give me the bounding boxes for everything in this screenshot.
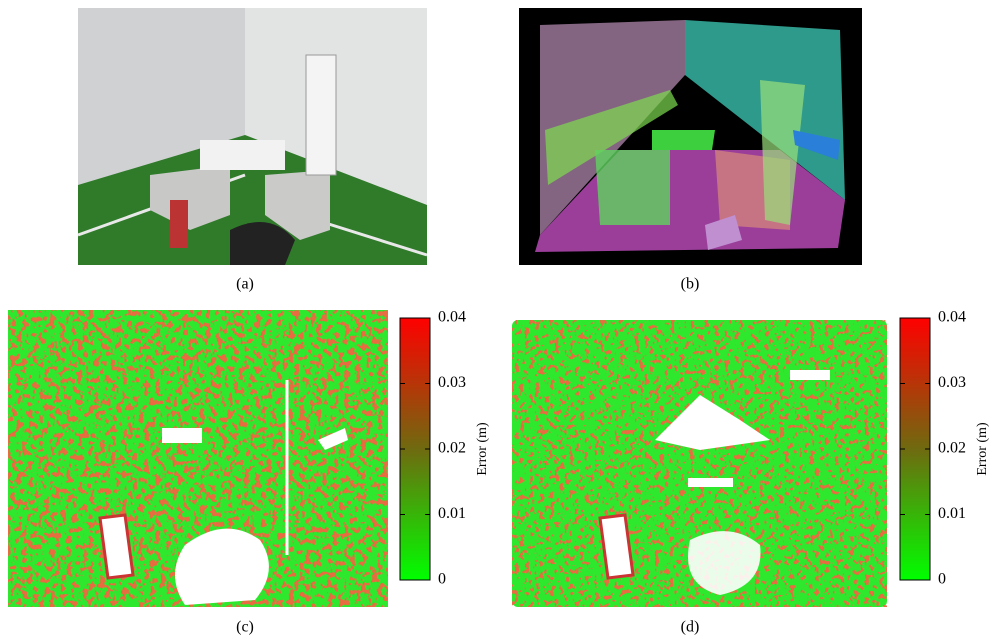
colorbar-label: Error (m) bbox=[475, 422, 490, 476]
caption: (b) bbox=[681, 276, 700, 293]
error-map bbox=[512, 320, 887, 607]
segmentation bbox=[519, 8, 862, 265]
tick-label: 0.01 bbox=[938, 505, 966, 522]
tick-label: 0.02 bbox=[938, 440, 966, 457]
tick-label: 0.01 bbox=[438, 505, 466, 522]
tick-label: 0.04 bbox=[438, 309, 466, 326]
caption: (a) bbox=[236, 276, 254, 293]
caption: (c) bbox=[236, 619, 254, 636]
photo bbox=[77, 8, 428, 265]
tick-label: 0.02 bbox=[438, 440, 466, 457]
tick-label: 0.03 bbox=[438, 374, 466, 391]
tick-label: 0 bbox=[438, 571, 446, 588]
colorbar-label: Error (m) bbox=[975, 422, 990, 476]
error-map bbox=[8, 310, 388, 607]
tick-label: 0.04 bbox=[938, 309, 966, 326]
caption: (d) bbox=[681, 619, 700, 636]
tick-label: 0.03 bbox=[938, 374, 966, 391]
tick-label: 0 bbox=[938, 571, 946, 588]
